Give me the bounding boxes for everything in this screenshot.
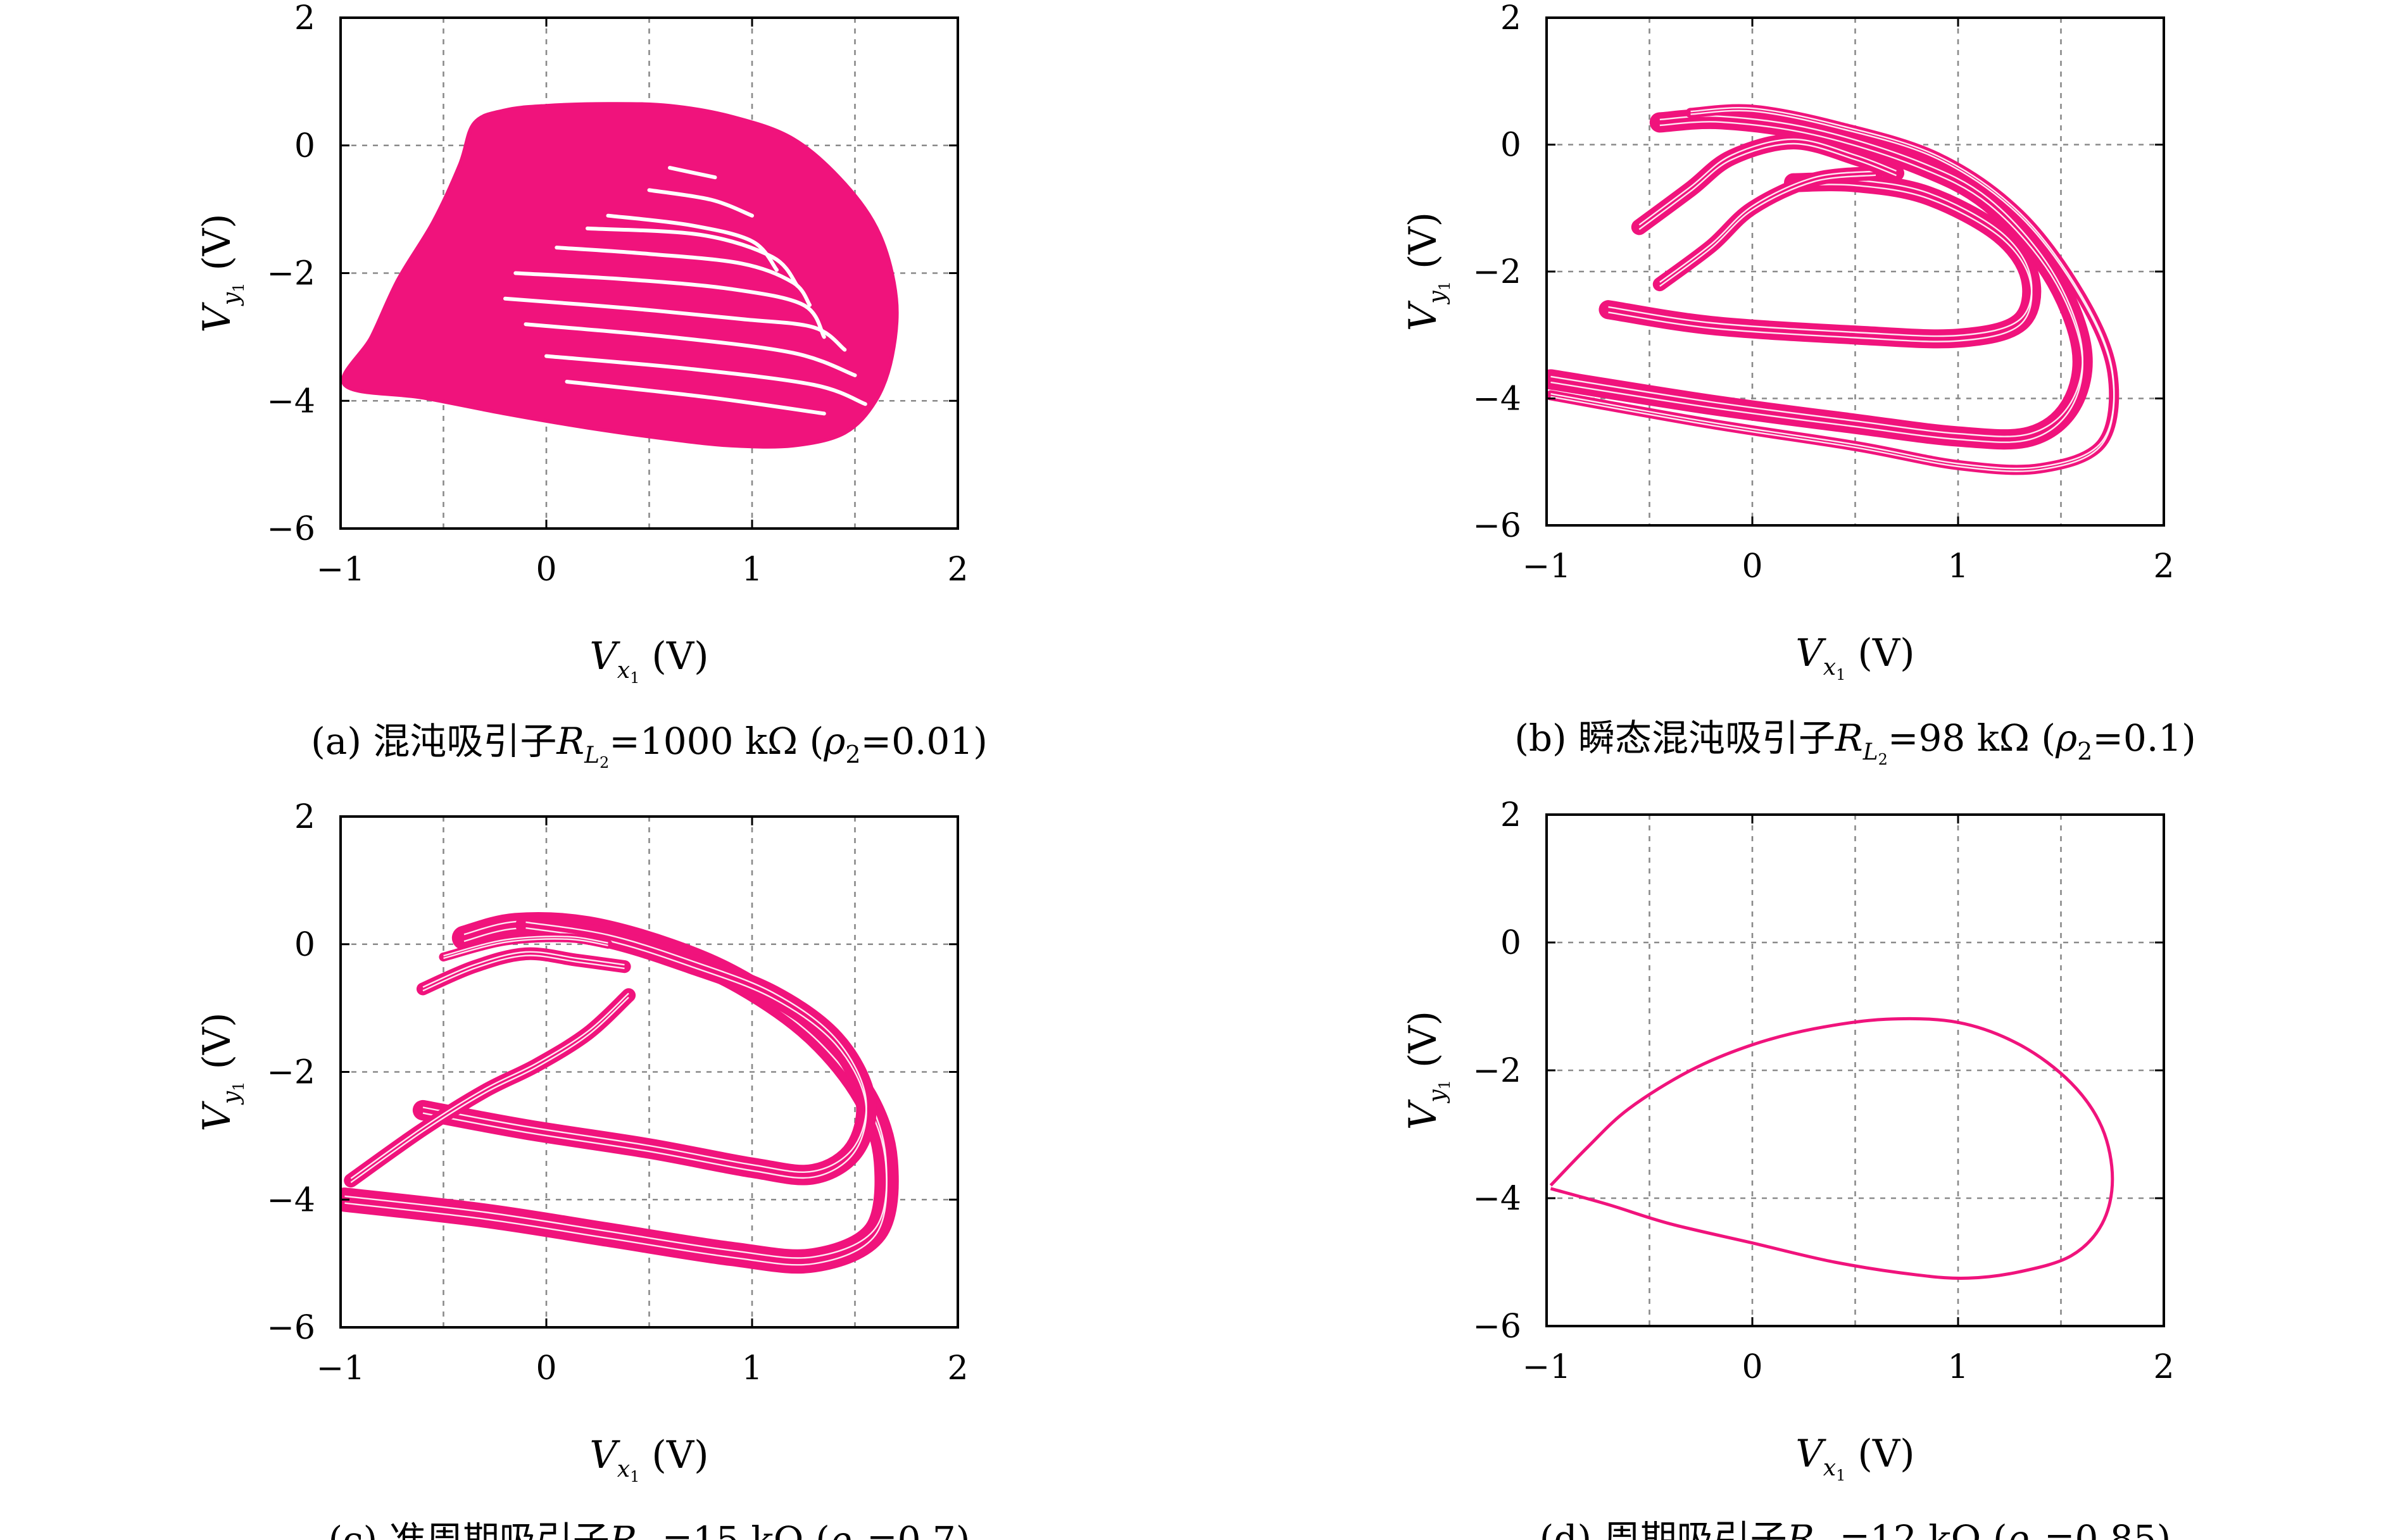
orbit-gap — [1608, 178, 2033, 337]
panel-b: −1 0 1 2 −6 −4 −2 0 2 Vx1 (V) Vy1 (V) (b) 瞬态混沌吸引子RL… — [1401, 0, 2196, 768]
orbit-gap — [1550, 107, 2115, 470]
x-tick-label: 0 — [536, 1349, 556, 1387]
orbit-gap — [422, 951, 625, 988]
y-axis-label: Vy1 (V) — [195, 1012, 248, 1131]
y-tick-label: −4 — [1473, 1180, 1521, 1218]
y-tick-label: −2 — [1473, 1052, 1521, 1090]
y-axis-label: Vy1 (V) — [195, 213, 248, 332]
x-axis-label: Vx1 (V) — [589, 634, 708, 687]
x-tick-label: 1 — [741, 551, 762, 589]
y-tick-label: 2 — [1500, 0, 1521, 37]
y-tick-label: −2 — [1473, 253, 1521, 291]
x-tick-label: 0 — [1742, 548, 1762, 585]
orbit-gap — [647, 188, 754, 218]
x-axis-label: Vx1 (V) — [589, 1433, 708, 1486]
y-tick-label: 0 — [1500, 127, 1521, 165]
x-tick-label: 2 — [947, 551, 968, 589]
orbit-gap — [524, 322, 857, 377]
orbit-gap — [1659, 170, 1876, 283]
orbit-gap — [350, 992, 629, 1179]
x-axis-label: Vx1 (V) — [1795, 631, 1914, 684]
y-tick-label: 2 — [294, 0, 315, 37]
x-axis-label: Vx1 (V) — [1795, 1432, 1914, 1484]
x-tick-label: −1 — [1523, 1348, 1571, 1386]
trajectory-c — [341, 912, 899, 1274]
y-tick-label: −4 — [1473, 380, 1521, 418]
limit-cycle — [1549, 1017, 2114, 1280]
y-tick-label: −6 — [267, 510, 315, 548]
orbit-gap — [422, 921, 867, 1174]
orbit-gap — [513, 271, 826, 339]
x-tick-label: −1 — [1523, 548, 1571, 585]
trajectory-d — [1549, 1017, 2114, 1280]
y-tick-label: 0 — [294, 926, 315, 964]
panels: −1 0 1 2 −6 −4 −2 0 2 Vx1 (V) Vy1 (V) (a) 混沌吸引子RL2=… — [195, 0, 2196, 1540]
x-tick-label: 1 — [741, 1349, 762, 1387]
orbit-gap — [1638, 142, 1897, 230]
panel-caption-a: (a) 混沌吸引子RL2=1000 kΩ (ρ2=0.01) — [311, 720, 988, 772]
panel-c: −1 0 1 2 −6 −4 −2 0 2 Vx1 (V) Vy1 (V) (c) 准周期吸引子RL2… — [195, 798, 970, 1540]
x-tick-label: 0 — [536, 551, 556, 589]
orbit-gap — [443, 936, 608, 957]
x-tick-label: 1 — [1947, 548, 1968, 585]
trajectory-band — [439, 933, 613, 961]
attractor-region — [341, 102, 899, 449]
orbit-gap — [422, 955, 625, 992]
trajectory-band — [1652, 166, 1883, 292]
x-tick-label: 0 — [1742, 1348, 1762, 1386]
y-tick-label: −2 — [267, 1054, 315, 1092]
orbit-gap — [1550, 115, 2083, 437]
x-tick-label: 1 — [1947, 1348, 1968, 1386]
panel-caption-c: (c) 准周期吸引子RL2=15 kΩ (ρ2=0.7) — [329, 1518, 970, 1540]
x-tick-label: 2 — [947, 1349, 968, 1387]
panel-a: −1 0 1 2 −6 −4 −2 0 2 Vx1 (V) Vy1 (V) (a) 混沌吸引子RL2=… — [195, 0, 988, 772]
y-tick-label: −4 — [267, 382, 315, 420]
orbit-gap — [544, 354, 867, 406]
y-tick-label: −6 — [267, 1309, 315, 1347]
y-tick-label: −4 — [267, 1181, 315, 1219]
orbit-gap — [668, 166, 717, 180]
orbit-gap — [565, 380, 826, 416]
orbit-gap — [422, 927, 867, 1179]
y-axis-label: Vy1 (V) — [1401, 1011, 1454, 1130]
panel-caption-b: (b) 瞬态混沌吸引子RL2=98 kΩ (ρ2=0.1) — [1514, 717, 2196, 768]
trajectory-band — [344, 988, 636, 1188]
orbit-gap — [586, 226, 800, 288]
trajectory-band — [341, 912, 899, 1274]
y-tick-label: 0 — [1500, 924, 1521, 962]
orbit-gap — [1608, 184, 2033, 342]
y-tick-label: 0 — [294, 127, 315, 165]
x-tick-label: −1 — [317, 551, 365, 589]
y-tick-label: 2 — [294, 798, 315, 836]
orbit-gap — [350, 996, 629, 1184]
orbit-gap — [503, 296, 847, 352]
y-tick-label: −6 — [1473, 507, 1521, 545]
trajectory-a — [341, 102, 899, 449]
trajectory-band — [416, 947, 631, 996]
orbit-gap — [443, 938, 608, 960]
orbit-gap — [1659, 174, 1876, 287]
y-tick-label: 2 — [1500, 796, 1521, 834]
panel-caption-d: (d) 周期吸引子RL2=12 kΩ (ρ2=0.85) — [1540, 1517, 2171, 1540]
panel-d: −1 0 1 2 −6 −4 −2 0 2 Vx1 (V) Vy1 (V) (d) 周期吸引子RL2=… — [1401, 796, 2175, 1540]
trajectory-band — [1547, 108, 2093, 450]
trajectory-band — [1631, 133, 1905, 235]
y-axis-label: Vy1 (V) — [1401, 212, 1454, 331]
orbit-gap — [1638, 138, 1897, 226]
trajectory-band — [1598, 172, 2042, 349]
trajectory-b — [1547, 104, 2120, 475]
y-tick-label: −2 — [267, 255, 315, 293]
x-tick-label: 2 — [2153, 548, 2174, 585]
x-tick-label: 2 — [2153, 1348, 2174, 1386]
x-tick-label: −1 — [317, 1349, 365, 1387]
y-tick-label: −6 — [1473, 1308, 1521, 1346]
grid-d — [1547, 815, 2164, 1326]
